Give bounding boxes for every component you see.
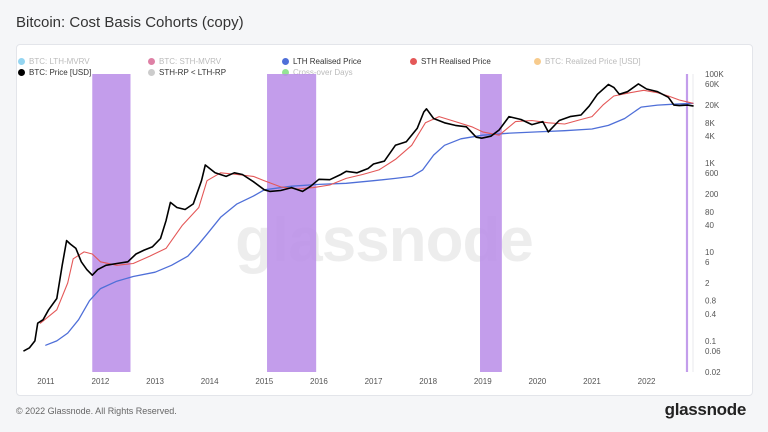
- shaded-band: [480, 74, 502, 372]
- y-tick-label: 100K: [705, 70, 724, 79]
- legend-label: STH-RP < LTH-RP: [159, 68, 227, 77]
- y-tick-label: 600: [705, 169, 719, 178]
- y-tick-label: 4K: [705, 132, 715, 141]
- x-tick-label: 2014: [201, 377, 219, 386]
- btc-price-line: [23, 83, 694, 352]
- legend-lth-realised-price[interactable]: LTH Realised Price: [282, 57, 361, 66]
- legend-lth-mvrv[interactable]: BTC: LTH-MVRV: [18, 57, 90, 66]
- y-tick-label: 60K: [705, 80, 720, 89]
- legend-sth-rp-lt-lth-rp[interactable]: STH-RP < LTH-RP: [148, 68, 226, 77]
- y-tick-label: 10: [705, 248, 714, 257]
- legend-label: BTC: Price [USD]: [29, 68, 92, 77]
- x-tick-label: 2015: [255, 377, 273, 386]
- y-tick-label: 0.8: [705, 297, 717, 306]
- shaded-band: [267, 74, 317, 372]
- legend-label: BTC: STH-MVRV: [159, 57, 222, 66]
- legend-sth-realised-price[interactable]: STH Realised Price: [410, 57, 491, 66]
- legend-dot-icon: [282, 58, 289, 65]
- x-tick-label: 2019: [474, 377, 492, 386]
- legend-dot-icon: [410, 58, 417, 65]
- x-tick-label: 2022: [638, 377, 656, 386]
- legend-dot-icon: [18, 58, 25, 65]
- sth-realised-price-line: [39, 89, 694, 324]
- copyright-text: © 2022 Glassnode. All Rights Reserved.: [16, 406, 177, 416]
- y-tick-label: 8K: [705, 119, 715, 128]
- x-tick-label: 2018: [419, 377, 437, 386]
- legend-dot-icon: [148, 69, 155, 76]
- y-tick-label: 40: [705, 221, 714, 230]
- y-tick-label: 0.4: [705, 310, 717, 319]
- y-tick-label: 2: [705, 279, 710, 288]
- x-tick-label: 2012: [92, 377, 110, 386]
- legend-label: BTC: Realized Price [USD]: [545, 57, 641, 66]
- shaded-band: [685, 74, 689, 372]
- glassnode-logo[interactable]: glassnode: [664, 400, 747, 419]
- legend-cross-over-days[interactable]: Cross-over Days: [282, 68, 353, 77]
- y-tick-label: 6: [705, 258, 710, 267]
- page-title: Bitcoin: Cost Basis Cohorts (copy): [16, 14, 244, 31]
- x-tick-label: 2020: [528, 377, 546, 386]
- legend-dot-icon: [18, 69, 25, 76]
- x-tick-label: 2011: [37, 377, 55, 386]
- legend-realized-price[interactable]: BTC: Realized Price [USD]: [534, 57, 641, 66]
- legend-dot-icon: [148, 58, 155, 65]
- legend-btc-price[interactable]: BTC: Price [USD]: [18, 68, 91, 77]
- chart-card: [16, 44, 753, 396]
- legend-label: STH Realised Price: [421, 57, 491, 66]
- y-tick-label: 1K: [705, 159, 715, 168]
- legend-label: Cross-over Days: [293, 68, 353, 77]
- y-tick-label: 80: [705, 208, 714, 217]
- legend-dot-icon: [534, 58, 541, 65]
- legend-sth-mvrv[interactable]: BTC: STH-MVRV: [148, 57, 221, 66]
- y-tick-label: 0.1: [705, 337, 717, 346]
- x-tick-label: 2016: [310, 377, 328, 386]
- y-tick-label: 0.02: [705, 368, 721, 377]
- y-tick-label: 200: [705, 190, 719, 199]
- x-tick-label: 2021: [583, 377, 601, 386]
- legend-dot-icon: [282, 69, 289, 76]
- lth-realised-price-line: [45, 102, 694, 346]
- x-tick-label: 2017: [365, 377, 383, 386]
- legend-label: BTC: LTH-MVRV: [29, 57, 90, 66]
- y-tick-label: 20K: [705, 101, 720, 110]
- y-tick-label: 0.06: [705, 347, 721, 356]
- legend-label: LTH Realised Price: [293, 57, 362, 66]
- x-tick-label: 2013: [146, 377, 164, 386]
- shaded-band: [92, 74, 131, 372]
